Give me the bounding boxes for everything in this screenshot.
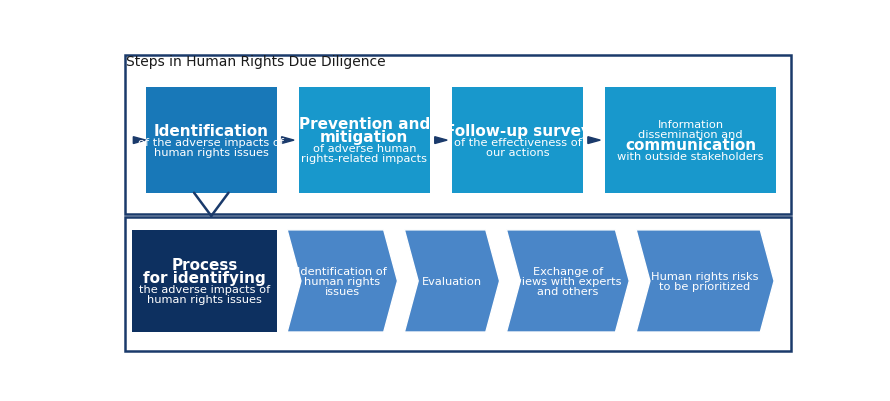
Text: the adverse impacts of: the adverse impacts of [139, 284, 270, 294]
Polygon shape [281, 138, 294, 144]
Text: Identification of: Identification of [297, 267, 387, 276]
Polygon shape [404, 230, 499, 332]
Text: views with experts: views with experts [514, 276, 621, 286]
Polygon shape [636, 230, 774, 332]
Text: of the effectiveness of: of the effectiveness of [454, 138, 581, 148]
Text: Information: Information [658, 119, 724, 130]
Text: Follow-up survey: Follow-up survey [444, 124, 590, 138]
Text: Exchange of: Exchange of [533, 267, 603, 276]
Polygon shape [506, 230, 629, 332]
Bar [146, 88, 277, 193]
Text: to be prioritized: to be prioritized [659, 281, 751, 291]
Text: human rights issues: human rights issues [154, 147, 269, 157]
Polygon shape [588, 138, 600, 144]
Text: Human rights risks: Human rights risks [651, 271, 759, 282]
Text: and others: and others [538, 286, 599, 296]
Text: mitigation: mitigation [320, 130, 409, 145]
Text: dissemination and: dissemination and [638, 129, 743, 139]
Polygon shape [287, 230, 398, 332]
Bar [125, 218, 790, 351]
Text: communication: communication [625, 138, 756, 153]
Text: rights-related impacts: rights-related impacts [302, 154, 427, 164]
Text: Steps in Human Rights Due Diligence: Steps in Human Rights Due Diligence [126, 55, 386, 69]
Text: Identification: Identification [154, 124, 269, 138]
Bar [299, 88, 430, 193]
Text: human rights issues: human rights issues [147, 294, 262, 304]
Bar [452, 88, 583, 193]
Text: issues: issues [325, 286, 360, 296]
Text: of adverse human: of adverse human [312, 144, 417, 154]
Text: human rights: human rights [304, 276, 380, 286]
Bar [132, 230, 277, 332]
Text: Prevention and: Prevention and [299, 117, 430, 132]
Text: with outside stakeholders: with outside stakeholders [618, 152, 764, 162]
Bar [605, 88, 776, 193]
Polygon shape [434, 138, 447, 144]
Bar [125, 56, 790, 215]
Text: of the adverse impacts of: of the adverse impacts of [138, 138, 284, 148]
Text: our actions: our actions [486, 147, 549, 157]
Polygon shape [134, 138, 146, 144]
Text: Evaluation: Evaluation [422, 276, 482, 286]
Text: for identifying: for identifying [143, 271, 266, 286]
Text: Process: Process [171, 257, 238, 272]
